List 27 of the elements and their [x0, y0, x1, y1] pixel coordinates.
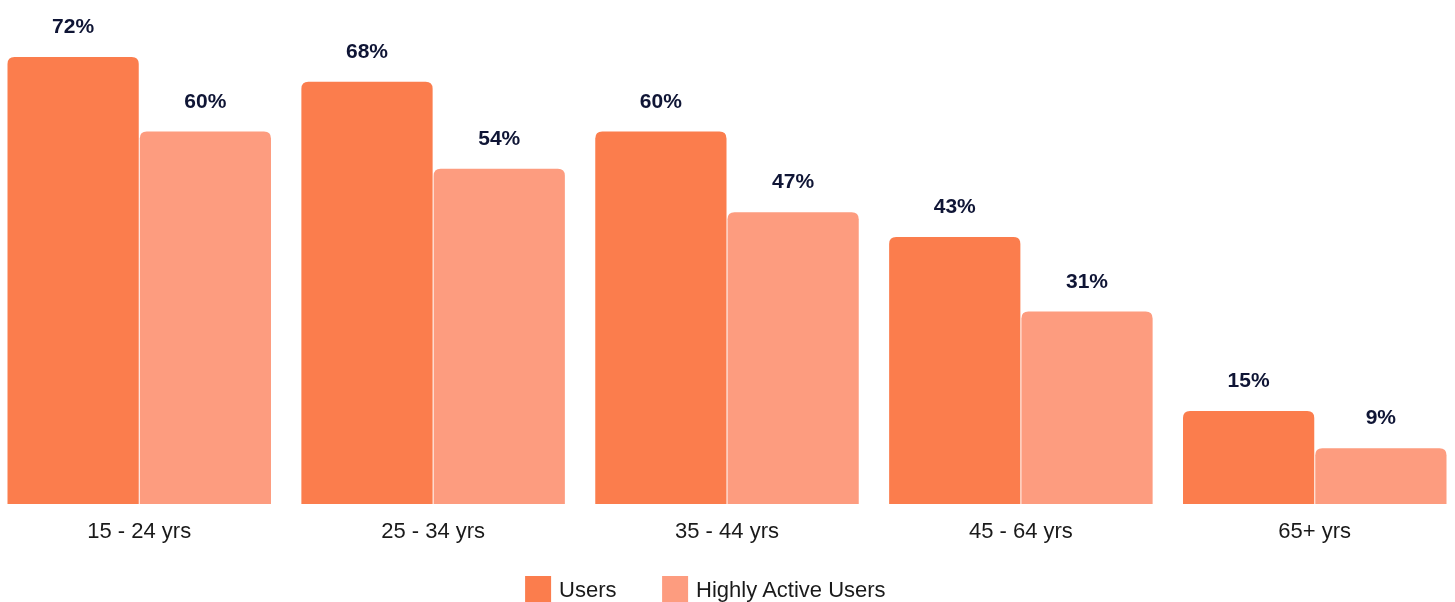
data-label: 31% [1065, 268, 1109, 292]
bar [433, 168, 565, 504]
bar [301, 81, 433, 504]
data-label: 60% [639, 88, 683, 112]
x-tick-label: 65+ yrs [1278, 518, 1352, 543]
data-label: 43% [933, 194, 977, 218]
data-label: 54% [478, 125, 521, 149]
x-tick-label: 15 - 24 yrs [87, 518, 192, 543]
data-label: 72% [52, 14, 95, 37]
data-label: 60% [184, 88, 227, 112]
data-label: 9% [1365, 405, 1397, 429]
data-label: 68% [345, 38, 389, 62]
legend-label: Highly Active Users [696, 577, 886, 602]
data-label: 15% [1227, 367, 1270, 391]
bar [139, 131, 271, 504]
bar [595, 131, 727, 504]
x-tick-label: 35 - 44 yrs [675, 518, 779, 543]
bar [1183, 410, 1315, 504]
bar [889, 237, 1021, 504]
legend-label: Users [559, 577, 617, 602]
bar [727, 212, 859, 504]
bar [1021, 311, 1153, 504]
x-tick-label: 25 - 34 yrs [381, 518, 486, 543]
x-tick-label: 45 - 64 yrs [968, 518, 1073, 543]
bar [1315, 448, 1447, 504]
data-label: 47% [772, 169, 815, 193]
bar [7, 57, 139, 504]
